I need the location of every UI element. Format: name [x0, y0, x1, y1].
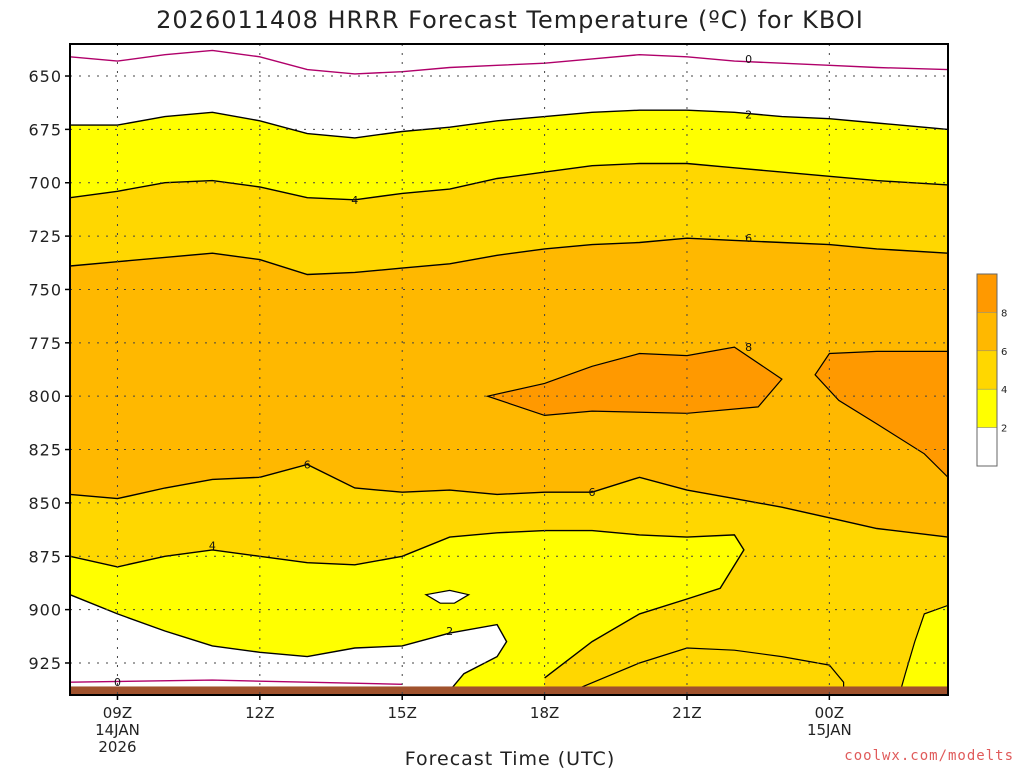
band-below-2-lower	[70, 594, 507, 695]
watermark: coolwx.com/modelts	[844, 748, 1014, 764]
x-date-label: 15JAN	[807, 721, 852, 739]
y-tick-label: 850	[28, 494, 62, 513]
y-tick-label: 775	[28, 334, 62, 353]
y-axis: 650 675 700 725 750 775 800 825 850 875 900 925	[28, 67, 70, 673]
x-tick-label: 12Z	[245, 704, 274, 722]
x-tick-label: 18Z	[530, 704, 559, 722]
colorbar: 2 4 6 8	[976, 273, 1007, 467]
colorbar-tick-label: 8	[1001, 308, 1007, 319]
contour-label: 2	[745, 108, 752, 121]
contour-label: 4	[209, 540, 216, 553]
contour-label: 0	[114, 676, 121, 689]
x-date-label: 14JAN	[95, 721, 140, 739]
warm-core-1	[485, 346, 783, 417]
colorbar-tick-label: 4	[1001, 385, 1007, 396]
colorbar-segment	[976, 427, 998, 467]
band-below-2-upper	[70, 44, 948, 138]
contour-line-0	[70, 49, 948, 75]
plot-area: 0 2 4 6 8 6 6 4 2 0	[69, 43, 949, 696]
x-date-label: 2026	[98, 738, 136, 756]
x-axis-label: Forecast Time (UTC)	[405, 748, 615, 768]
chart-title: 2026011408 HRRR Forecast Temperature (ºC…	[156, 6, 864, 34]
grid	[70, 44, 948, 695]
y-tick-label: 800	[28, 387, 62, 406]
contour-line-lower-2	[70, 594, 508, 692]
colorbar-segment	[976, 350, 998, 390]
y-tick-label: 825	[28, 441, 62, 460]
terrain	[70, 686, 948, 695]
x-tick-label: 00Z	[815, 704, 844, 722]
warm-core-2	[814, 350, 948, 479]
contour-line-4	[70, 162, 948, 201]
plot-fills	[70, 44, 948, 695]
contour-label: 2	[446, 625, 453, 638]
y-tick-label: 925	[28, 654, 62, 673]
contour-line-6	[70, 237, 948, 276]
cool-pocket	[424, 589, 471, 604]
colorbar-segment	[976, 273, 998, 313]
x-tick-label: 15Z	[388, 704, 417, 722]
contour-label: 6	[589, 486, 596, 499]
contour-label: 4	[351, 194, 358, 207]
colorbar-segment	[976, 312, 998, 352]
band-2-4-lower-right	[899, 604, 948, 692]
colorbar-frame	[976, 273, 998, 467]
y-tick-label: 725	[28, 227, 62, 246]
contour-label: 6	[304, 458, 311, 471]
colorbar-tick-label: 6	[1001, 347, 1007, 358]
contour-label: 0	[745, 53, 752, 66]
colorbar-segment	[976, 388, 998, 428]
plot-frame	[69, 43, 949, 696]
y-tick-label: 750	[28, 280, 62, 299]
y-tick-label: 675	[28, 120, 62, 139]
contour-line-surface-0	[70, 679, 403, 685]
x-tick-label: 21Z	[672, 704, 701, 722]
y-tick-label: 700	[28, 174, 62, 193]
contour-label: 8	[745, 341, 752, 354]
y-tick-label: 900	[28, 601, 62, 620]
contour-line-2	[70, 109, 948, 139]
contour-label: 6	[745, 232, 752, 245]
x-tick-label: 09Z	[103, 704, 132, 722]
y-tick-label: 875	[28, 547, 62, 566]
y-tick-label: 650	[28, 67, 62, 86]
contour-line-lower-6	[70, 463, 948, 538]
colorbar-tick-label: 2	[1001, 424, 1007, 435]
